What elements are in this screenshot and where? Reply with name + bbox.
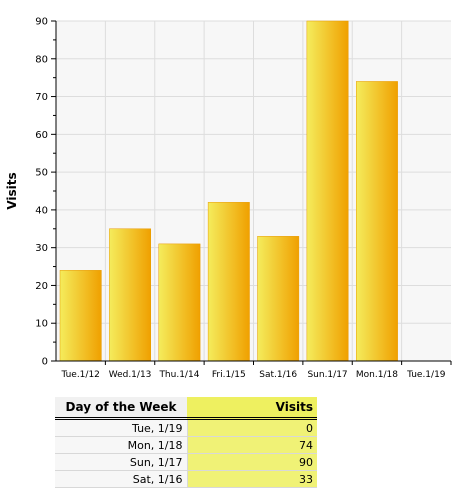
bar	[109, 228, 151, 362]
y-tick-label: 30	[35, 243, 48, 254]
y-tick-label: 20	[35, 281, 48, 292]
y-tick-label: 10	[35, 319, 48, 330]
x-tick-label: Fri.1/15	[212, 370, 246, 380]
x-tick-label: Sun.1/17	[307, 370, 347, 380]
bar	[257, 236, 300, 362]
y-axis-label: Visits	[5, 172, 19, 209]
y-tick-label: 90	[35, 17, 48, 28]
table-header-row: Day of the Week Visits	[55, 397, 317, 420]
x-tick-label: Sat.1/16	[259, 370, 297, 380]
cell-visits: 33	[187, 470, 317, 488]
axis-labels: 0 10 20 30 40 50 60 70 80 90 Tue.1/12 Wed.1/13 Thu.1…	[35, 17, 446, 381]
axes	[51, 20, 452, 365]
bar	[207, 202, 250, 362]
column-header-day: Day of the Week	[55, 397, 187, 420]
visits-table: Day of the Week Visits Tue, 1/19 0 Mon, …	[55, 397, 317, 488]
bar	[158, 243, 201, 362]
y-tick-label: 80	[35, 54, 48, 65]
y-tick-label: 0	[42, 357, 48, 368]
table-row: Mon, 1/18 74	[55, 436, 317, 454]
y-tick-label: 60	[35, 130, 48, 141]
bar	[356, 81, 398, 362]
cell-day: Sat, 1/16	[55, 470, 188, 488]
bar	[59, 270, 102, 362]
y-tick-label: 40	[35, 205, 48, 216]
table-row: Tue, 1/19 0	[55, 418, 317, 437]
y-tick-label: 70	[35, 92, 48, 103]
cell-visits: 74	[187, 436, 317, 454]
cell-day: Tue, 1/19	[55, 418, 188, 437]
x-tick-label: Tue.1/12	[60, 370, 99, 380]
bar	[306, 20, 349, 362]
x-tick-label: Thu.1/14	[158, 370, 199, 380]
cell-visits: 0	[187, 418, 317, 437]
bars	[59, 20, 398, 362]
visits-bar-chart: 0 10 20 30 40 50 60 70 80 90 Tue.1/12 Wed.1/13 Thu.1…	[5, 17, 452, 381]
x-tick-label: Wed.1/13	[109, 370, 152, 380]
x-tick-label: Tue.1/19	[406, 370, 446, 380]
y-tick-label: 50	[35, 168, 48, 179]
cell-day: Sun, 1/17	[55, 453, 188, 471]
cell-day: Mon, 1/18	[55, 436, 188, 454]
cell-visits: 90	[187, 453, 317, 471]
x-tick-label: Mon.1/18	[356, 370, 398, 380]
column-header-visits: Visits	[187, 397, 317, 420]
table-row: Sat, 1/16 33	[55, 470, 317, 488]
table-row: Sun, 1/17 90	[55, 453, 317, 471]
